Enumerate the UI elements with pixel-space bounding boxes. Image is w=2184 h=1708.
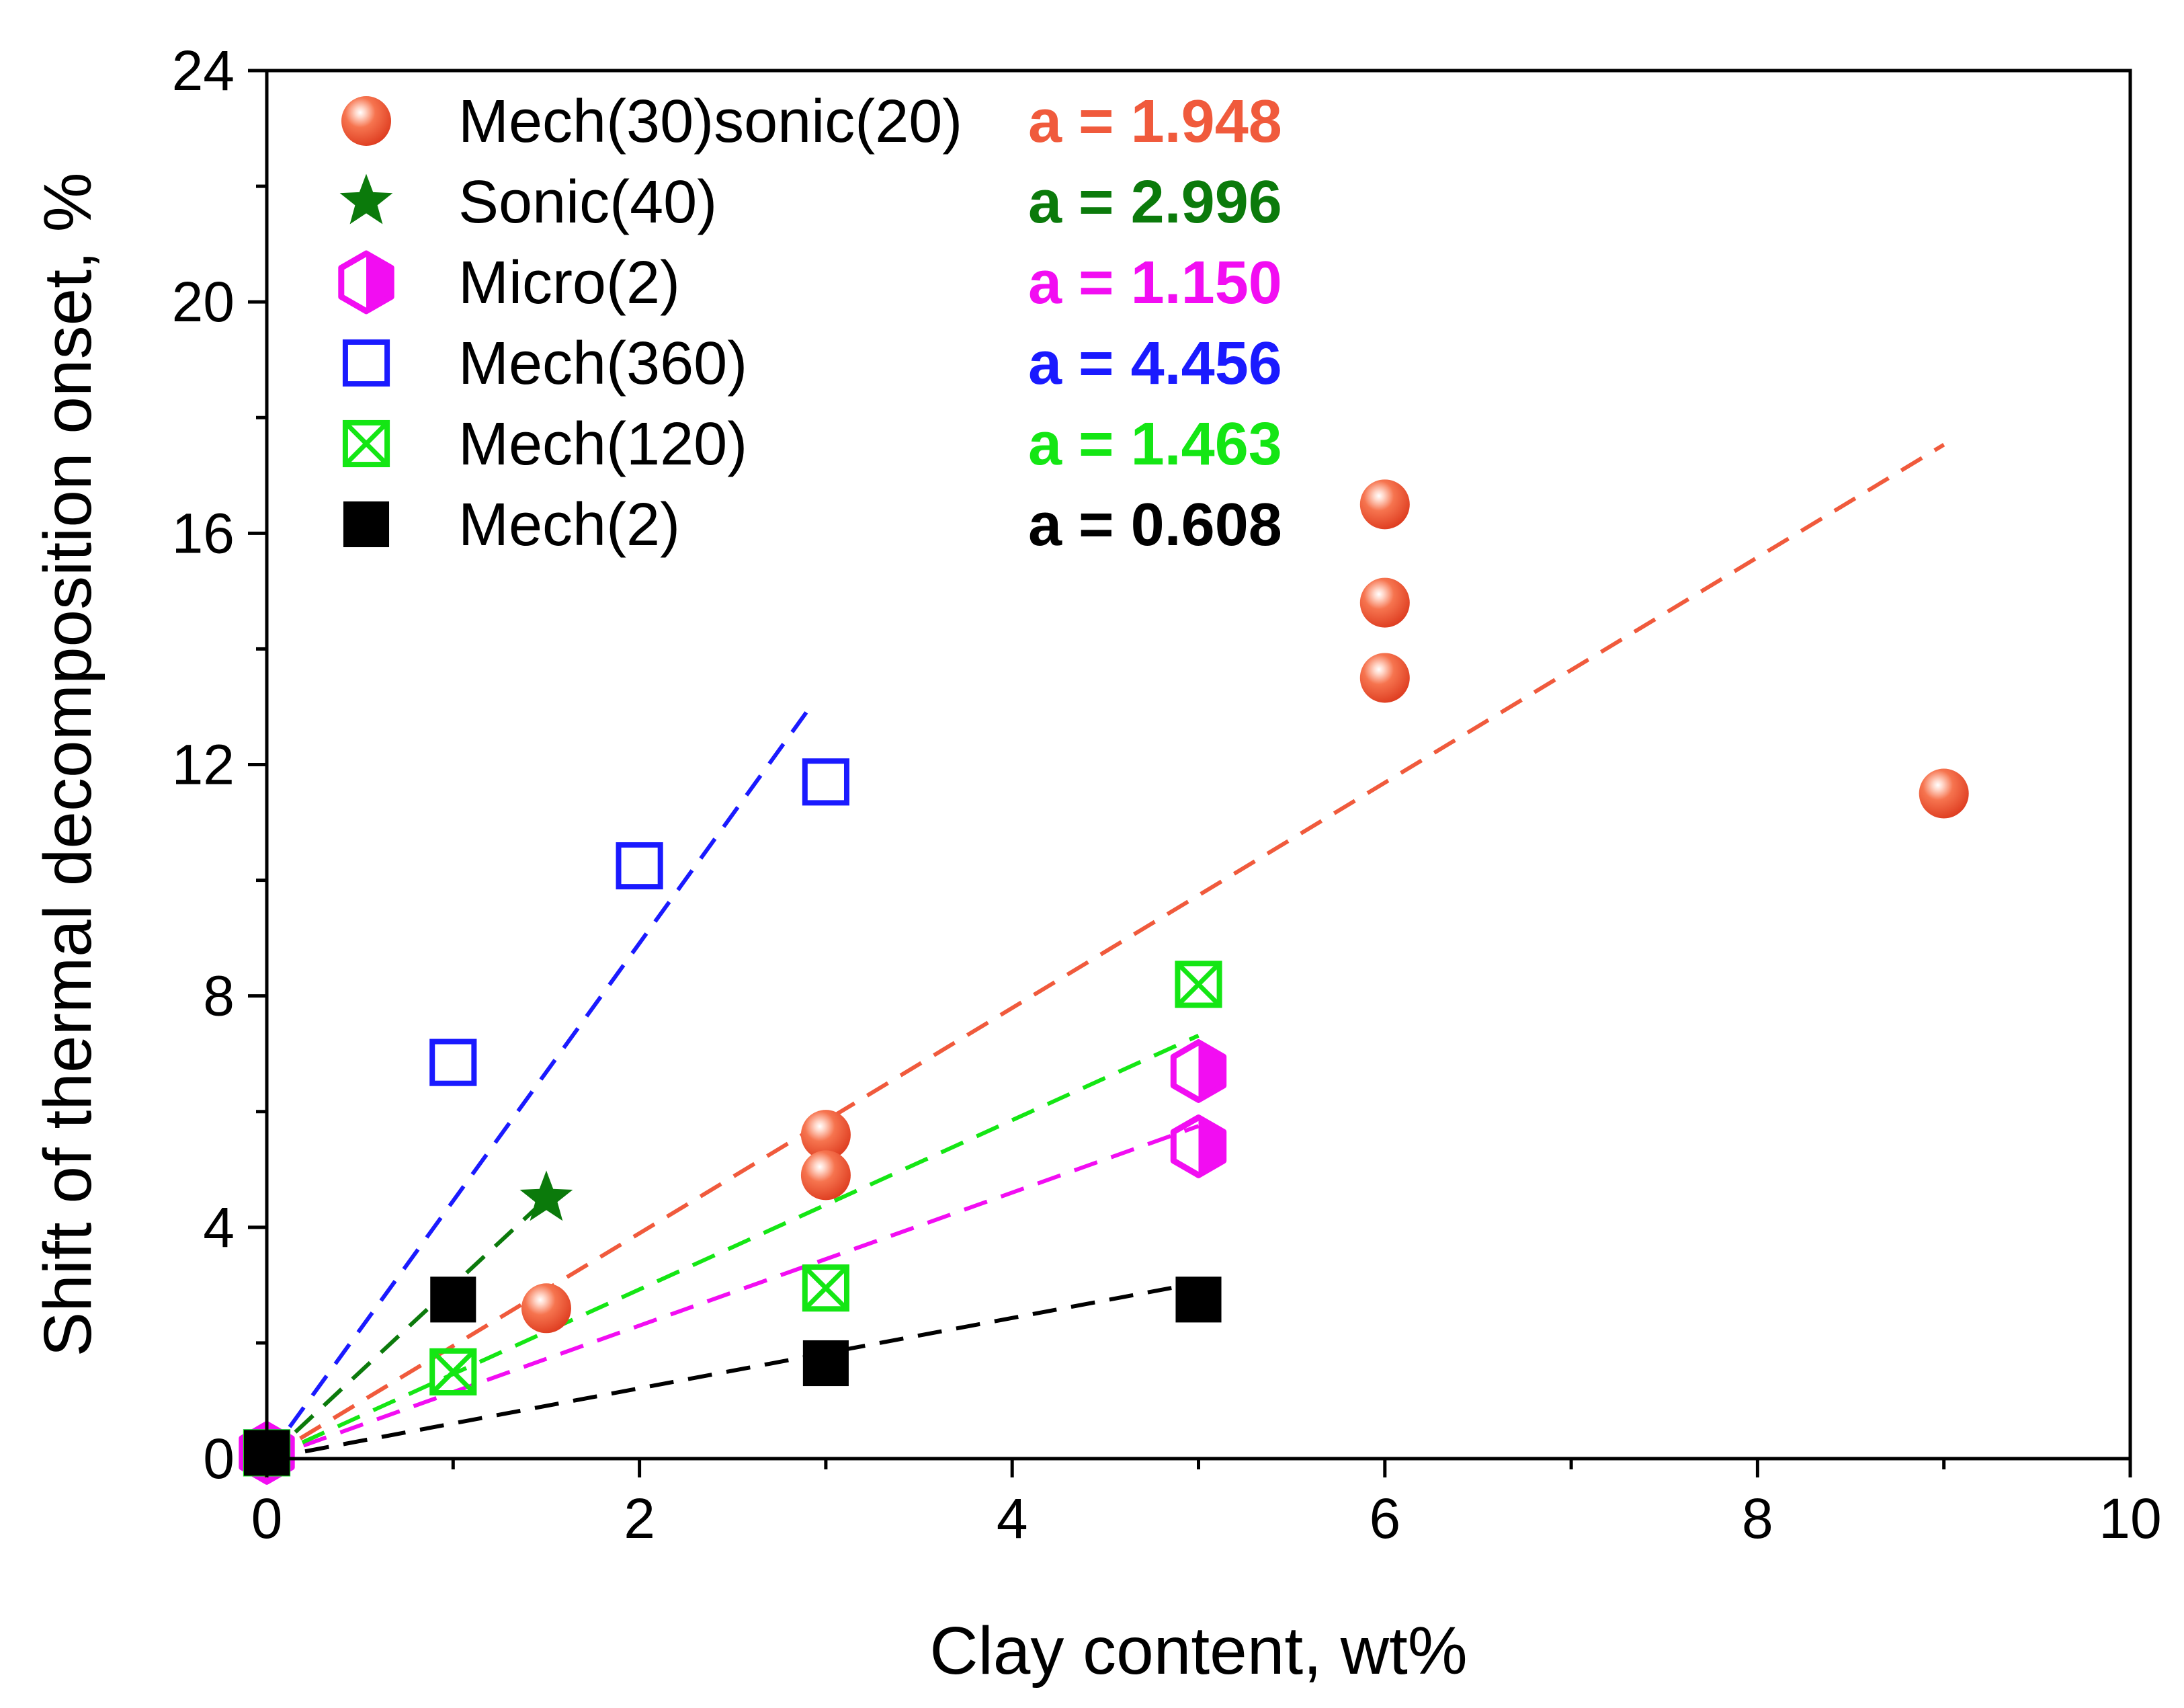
data-point-s1-6 [1359, 577, 1410, 628]
data-point-s5-4 [1175, 961, 1222, 1008]
y-tick-label-16: 16 [172, 501, 235, 565]
x-tick-label-6: 6 [1369, 1487, 1400, 1550]
fit-line-4 [265, 702, 814, 1460]
legend-marker-1 [341, 96, 391, 146]
legend-marker-6 [343, 501, 390, 548]
x-tick-label-8: 8 [1742, 1487, 1773, 1550]
legend-entry-4: Mech(360) a = 4.456 [342, 330, 1282, 397]
data-point-s6-2 [430, 1276, 476, 1323]
legend-label-2: Sonic(40) [458, 169, 717, 236]
data-point-s4-2 [429, 1039, 477, 1086]
data-point-s5-3 [802, 1264, 849, 1312]
legend-entry-6: Mech(2) a = 0.608 [343, 491, 1282, 559]
y-tick-label-24: 24 [172, 39, 235, 102]
legend-marker-3 [338, 250, 394, 315]
legend-entry-3: Micro(2) a = 1.150 [338, 249, 1282, 317]
x-tick-label-2: 2 [624, 1487, 655, 1550]
data-point-s5-2 [429, 1348, 477, 1396]
legend-label-1: Mech(30)sonic(20) [458, 88, 962, 155]
legend: Mech(30)sonic(20) a = 1.948 Sonic(40) a = 2… [338, 88, 1282, 559]
fit-line-5 [265, 1033, 1200, 1461]
legend-entry-1: Mech(30)sonic(20) a = 1.948 [341, 88, 1282, 155]
legend-label-6: Mech(2) [458, 491, 680, 559]
data-point-s6-3 [802, 1340, 849, 1387]
legend-label-5: Mech(120) [458, 411, 747, 478]
data-point-s4-3 [616, 842, 663, 890]
legend-entry-2: Sonic(40) a = 2.996 [339, 169, 1282, 236]
x-tick-label-0: 0 [251, 1487, 283, 1550]
x-axis-title: Clay content, wt% [929, 1613, 1467, 1689]
slope-label-3: a = 1.150 [1028, 249, 1282, 317]
fit-line-6 [266, 1280, 1200, 1461]
data-point-s1-5 [1359, 479, 1410, 530]
data-point-s1-4 [800, 1150, 851, 1201]
legend-marker-5 [342, 419, 390, 468]
data-point-s1-2 [521, 1283, 571, 1334]
data-point-s1-7 [1359, 653, 1410, 703]
x-tick-label-10: 10 [2099, 1487, 2161, 1550]
slope-label-2: a = 2.996 [1028, 169, 1282, 236]
legend-label-4: Mech(360) [458, 330, 747, 397]
slope-label-4: a = 4.456 [1028, 330, 1282, 397]
fit-line-3 [265, 1124, 1200, 1461]
fit-lines [265, 442, 1945, 1461]
data-point-s3-3 [1170, 1114, 1227, 1178]
legend-entry-5: Mech(120) a = 1.463 [342, 411, 1282, 478]
x-tick-label-4: 4 [997, 1487, 1028, 1550]
y-tick-label-0: 0 [203, 1427, 235, 1490]
legend-label-3: Micro(2) [458, 249, 680, 317]
y-tick-label-12: 12 [172, 733, 235, 797]
data-point-s1-8 [1919, 768, 1969, 819]
legend-marker-4 [342, 339, 390, 387]
fit-line-1 [265, 442, 1945, 1461]
data-point-s3-2 [1170, 1039, 1227, 1103]
slope-label-1: a = 1.948 [1028, 88, 1282, 155]
data-point-s6-4 [1175, 1276, 1222, 1323]
data-point-s1-3 [800, 1110, 851, 1160]
data-point-s4-4 [802, 758, 849, 806]
y-tick-label-20: 20 [172, 270, 235, 333]
y-tick-label-8: 8 [203, 965, 235, 1028]
slope-label-6: a = 0.608 [1028, 491, 1282, 559]
y-axis-title: Shift of thermal decomposition onset, % [30, 172, 106, 1356]
y-tick-label-4: 4 [203, 1196, 235, 1259]
fit-line-2 [265, 1197, 548, 1461]
data-markers [239, 479, 1969, 1485]
legend-marker-2 [339, 173, 393, 225]
slope-label-5: a = 1.463 [1028, 411, 1282, 478]
data-point-s2-2 [519, 1170, 573, 1221]
